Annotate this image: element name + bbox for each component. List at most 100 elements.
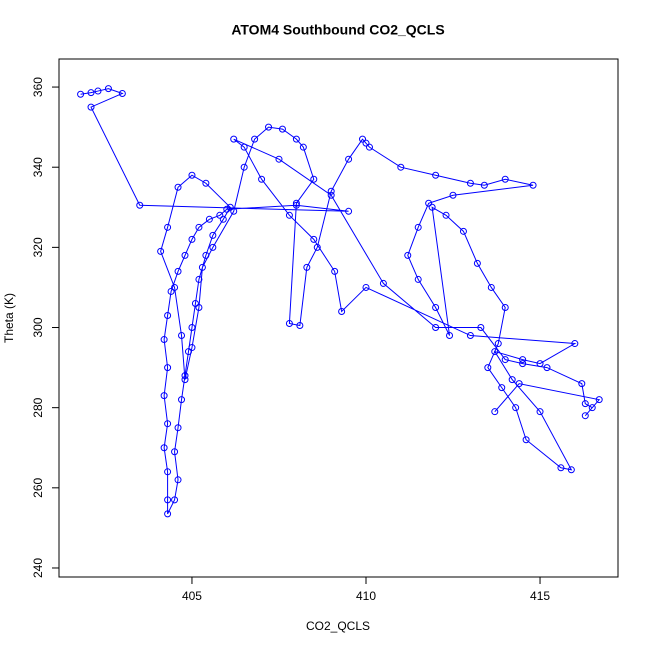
data-point <box>219 215 227 223</box>
plot-frame <box>58 58 619 578</box>
data-point <box>414 223 422 231</box>
data-point <box>230 207 238 215</box>
data-point <box>477 324 485 332</box>
data-point <box>164 420 172 428</box>
data-point <box>428 203 436 211</box>
data-point <box>195 223 203 231</box>
data-point <box>466 179 474 187</box>
data-point <box>240 163 248 171</box>
data-point <box>188 235 196 243</box>
data-point <box>184 348 192 356</box>
data-point <box>178 396 186 404</box>
data-point <box>345 207 353 215</box>
data-point <box>501 303 509 311</box>
data-point <box>303 263 311 271</box>
data-point <box>397 163 405 171</box>
data-point <box>188 344 196 352</box>
data-point <box>519 356 527 364</box>
data-point <box>174 183 182 191</box>
data-point <box>578 380 586 388</box>
data-point <box>432 303 440 311</box>
y-tick-label: 300 <box>31 317 45 337</box>
data-point <box>265 123 273 131</box>
data-point <box>195 275 203 283</box>
data-point <box>292 199 300 207</box>
data-point <box>508 376 516 384</box>
data-point <box>240 143 248 151</box>
data-point <box>164 311 172 319</box>
data-point <box>501 356 509 364</box>
data-point <box>331 267 339 275</box>
data-point <box>278 125 286 133</box>
data-point <box>404 251 412 259</box>
data-point <box>310 175 318 183</box>
data-point <box>205 215 213 223</box>
data-point <box>87 103 95 111</box>
data-point <box>181 251 189 259</box>
data-point <box>258 175 266 183</box>
data-point <box>160 392 168 400</box>
data-point <box>595 396 603 404</box>
data-point <box>94 87 102 95</box>
data-point <box>491 408 499 416</box>
data-point <box>362 283 370 291</box>
data-point <box>160 336 168 344</box>
data-point <box>414 275 422 283</box>
data-point <box>338 307 346 315</box>
data-point <box>223 205 231 213</box>
x-tick-label: 410 <box>356 589 376 603</box>
data-point <box>104 85 112 93</box>
data-point <box>209 243 217 251</box>
data-point <box>167 287 175 295</box>
data-point <box>498 384 506 392</box>
data-point <box>136 201 144 209</box>
data-point <box>365 143 373 151</box>
data-point <box>292 201 300 209</box>
x-tick-label: 415 <box>530 589 550 603</box>
data-point <box>171 283 179 291</box>
data-point <box>285 211 293 219</box>
data-point <box>160 444 168 452</box>
data-point <box>491 348 499 356</box>
data-point <box>198 263 206 271</box>
data-point <box>191 299 199 307</box>
data-point <box>77 90 85 98</box>
data-point <box>487 283 495 291</box>
data-point <box>202 251 210 259</box>
data-point <box>299 143 307 151</box>
data-point <box>515 380 523 388</box>
y-tick-label: 260 <box>31 477 45 497</box>
data-point <box>171 496 179 504</box>
data-point <box>327 187 335 195</box>
data-point <box>285 320 293 328</box>
data-point <box>512 404 520 412</box>
data-point <box>529 181 537 189</box>
data-point <box>164 468 172 476</box>
data-point <box>536 408 544 416</box>
data-point <box>118 89 126 97</box>
data-point <box>174 267 182 275</box>
y-tick-label: 340 <box>31 157 45 177</box>
data-point <box>442 211 450 219</box>
data-point <box>313 243 321 251</box>
data-point <box>164 223 172 231</box>
data-point <box>432 171 440 179</box>
data-point <box>588 404 596 412</box>
x-tick-label: 405 <box>182 589 202 603</box>
data-point <box>581 412 589 420</box>
data-point <box>494 340 502 348</box>
data-point <box>226 203 234 211</box>
data-point <box>195 303 203 311</box>
data-point <box>209 231 217 239</box>
data-point <box>164 496 172 504</box>
data-point <box>543 364 551 372</box>
data-point <box>432 324 440 332</box>
data-point <box>171 448 179 456</box>
x-axis-label: CO2_QCLS <box>306 619 370 633</box>
data-point <box>446 332 454 340</box>
data-point <box>466 332 474 340</box>
y-tick-label: 280 <box>31 397 45 417</box>
data-point <box>292 135 300 143</box>
data-point <box>157 247 165 255</box>
chart-title: ATOM4 Southbound CO2_QCLS <box>231 22 444 38</box>
